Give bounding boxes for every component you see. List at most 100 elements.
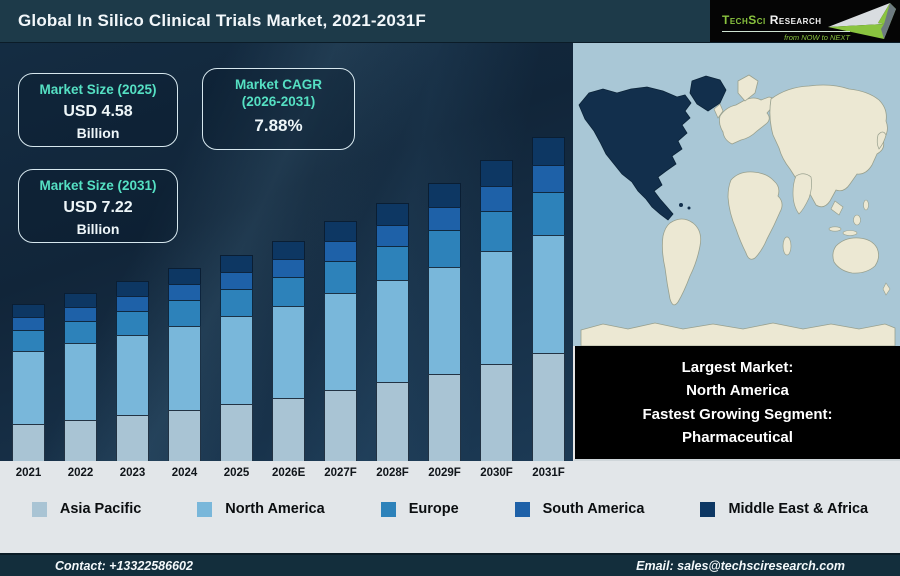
new-zealand-islands	[882, 282, 891, 296]
bar-segment-2030F-asia-pacific	[480, 364, 513, 461]
antarctica-landmass	[580, 322, 896, 346]
bar-2022	[64, 293, 97, 461]
bar-segment-2025-middle-east-africa	[220, 255, 253, 272]
legend-item-south-america: South America	[514, 501, 644, 517]
bar-segment-2024-asia-pacific	[168, 410, 201, 461]
bar-segment-2031F-middle-east-africa	[532, 137, 565, 165]
greenland-landmass	[689, 75, 727, 112]
north-america-landmass	[578, 86, 692, 221]
contact-email: Email: sales@techsciresearch.com	[636, 558, 845, 573]
bar-segment-2021-asia-pacific	[12, 424, 45, 461]
bar-segment-2027F-north-america	[324, 293, 357, 390]
legend-item-middle-east-africa: Middle East & Africa	[700, 501, 868, 517]
bar-2025	[220, 255, 253, 461]
bar-segment-2022-south-america	[64, 307, 97, 321]
contact-phone: Contact: +13322586602	[55, 558, 193, 573]
bar-segment-2031F-europe	[532, 192, 565, 235]
bar-segment-2021-south-america	[12, 317, 45, 330]
legend-item-europe: Europe	[380, 501, 459, 517]
bar-segment-2024-north-america	[168, 326, 201, 410]
legend-label: Middle East & Africa	[728, 501, 869, 517]
indonesia-island	[828, 226, 842, 232]
legend-item-asia-pacific: Asia Pacific	[31, 501, 142, 517]
market-size-2025-box: Market Size (2025) USD 4.58 Billion	[18, 73, 178, 147]
bar-2024	[168, 268, 201, 461]
bar-segment-2026E-europe	[272, 277, 305, 306]
bar-2028F	[376, 203, 409, 461]
legend-label: North America	[225, 501, 325, 517]
bar-segment-2029F-north-america	[428, 267, 461, 374]
market-size-2031-box: Market Size (2031) USD 7.22 Billion	[18, 169, 178, 243]
market-size-2031-label: Market Size (2031)	[39, 178, 157, 193]
bar-segment-2021-middle-east-africa	[12, 304, 45, 317]
bar-2027F	[324, 221, 357, 461]
bar-segment-2029F-middle-east-africa	[428, 183, 461, 207]
page-title: Global In Silico Clinical Trials Market,…	[18, 11, 426, 30]
legend-swatch-icon	[197, 501, 213, 517]
world-map	[573, 43, 900, 346]
bottom-strip: 2021 2022 2023 2024 2025 2026E 2027F 2028F 2029F…	[0, 461, 900, 553]
market-size-2025-unit: Billion	[76, 124, 120, 141]
bar-segment-2031F-south-america	[532, 165, 565, 192]
philippines-island	[863, 199, 869, 211]
legend-label: Asia Pacific	[59, 501, 142, 517]
bar-segment-2027F-europe	[324, 261, 357, 293]
bar-segment-2022-north-america	[64, 343, 97, 420]
bar-segment-2027F-south-america	[324, 241, 357, 261]
logo-brand-secondary: Research	[769, 13, 822, 27]
main-area: Market Size (2025) USD 4.58 Billion Mark…	[0, 43, 900, 461]
bar-segment-2026E-north-america	[272, 306, 305, 398]
bar-segment-2030F-south-america	[480, 186, 513, 211]
bar-segment-2029F-europe	[428, 230, 461, 267]
caribbean-island	[687, 206, 691, 210]
bar-2029F	[428, 183, 461, 461]
bar-segment-2025-south-america	[220, 272, 253, 289]
bar-2030F	[480, 160, 513, 461]
bar-segment-2025-north-america	[220, 316, 253, 404]
legend-swatch-icon	[514, 501, 530, 517]
info-box-line: Fastest Growing Segment:	[642, 405, 833, 423]
indonesia-island	[842, 230, 858, 236]
borneo-island	[853, 214, 861, 226]
year-label-2029F: 2029F	[428, 467, 461, 479]
year-label-2025: 2025	[223, 467, 250, 479]
legend-label: Europe	[408, 501, 459, 517]
year-label-2030F: 2030F	[480, 467, 513, 479]
logo-text: TechSci Research from NOW to NEXT	[722, 11, 850, 42]
year-label-2024: 2024	[171, 467, 198, 479]
bar-segment-2024-europe	[168, 300, 201, 326]
market-cagr-label-line1: Market CAGR	[234, 77, 323, 92]
year-label-2028F: 2028F	[376, 467, 409, 479]
bar-segment-2028F-asia-pacific	[376, 382, 409, 461]
caribbean-island	[679, 203, 683, 207]
market-size-2031-unit: Billion	[76, 220, 120, 237]
bar-segment-2028F-north-america	[376, 280, 409, 382]
bar-segment-2023-middle-east-africa	[116, 281, 149, 296]
legend-swatch-icon	[31, 501, 47, 517]
bar-segment-2022-middle-east-africa	[64, 293, 97, 307]
x-axis-year-labels: 2021 2022 2023 2024 2025 2026E 2027F 2028F 2029F…	[12, 461, 565, 485]
bar-segment-2022-asia-pacific	[64, 420, 97, 461]
bar-segment-2031F-asia-pacific	[532, 353, 565, 461]
info-box-line: Pharmaceutical	[682, 428, 793, 446]
bar-2021	[12, 304, 45, 461]
south-america-landmass	[661, 218, 702, 306]
market-cagr-label-line2: (2026-2031)	[241, 93, 316, 109]
bar-segment-2021-europe	[12, 330, 45, 351]
bar-segment-2030F-middle-east-africa	[480, 160, 513, 186]
scandinavia-landmass	[737, 74, 759, 102]
year-label-2021: 2021	[15, 467, 42, 479]
year-label-2027F: 2027F	[324, 467, 357, 479]
bar-segment-2026E-asia-pacific	[272, 398, 305, 461]
market-size-2025-label: Market Size (2025)	[39, 82, 157, 97]
madagascar-island	[782, 236, 792, 256]
bar-segment-2025-europe	[220, 289, 253, 316]
bar-segment-2022-europe	[64, 321, 97, 343]
bar-segment-2031F-north-america	[532, 235, 565, 353]
australia-landmass	[832, 237, 879, 274]
largest-market-info-box: Largest Market: North America Fastest Grow…	[573, 346, 900, 461]
year-label-2022: 2022	[67, 467, 94, 479]
india-peninsula	[792, 173, 813, 215]
bar-segment-2028F-middle-east-africa	[376, 203, 409, 225]
japan-islands	[876, 131, 887, 150]
